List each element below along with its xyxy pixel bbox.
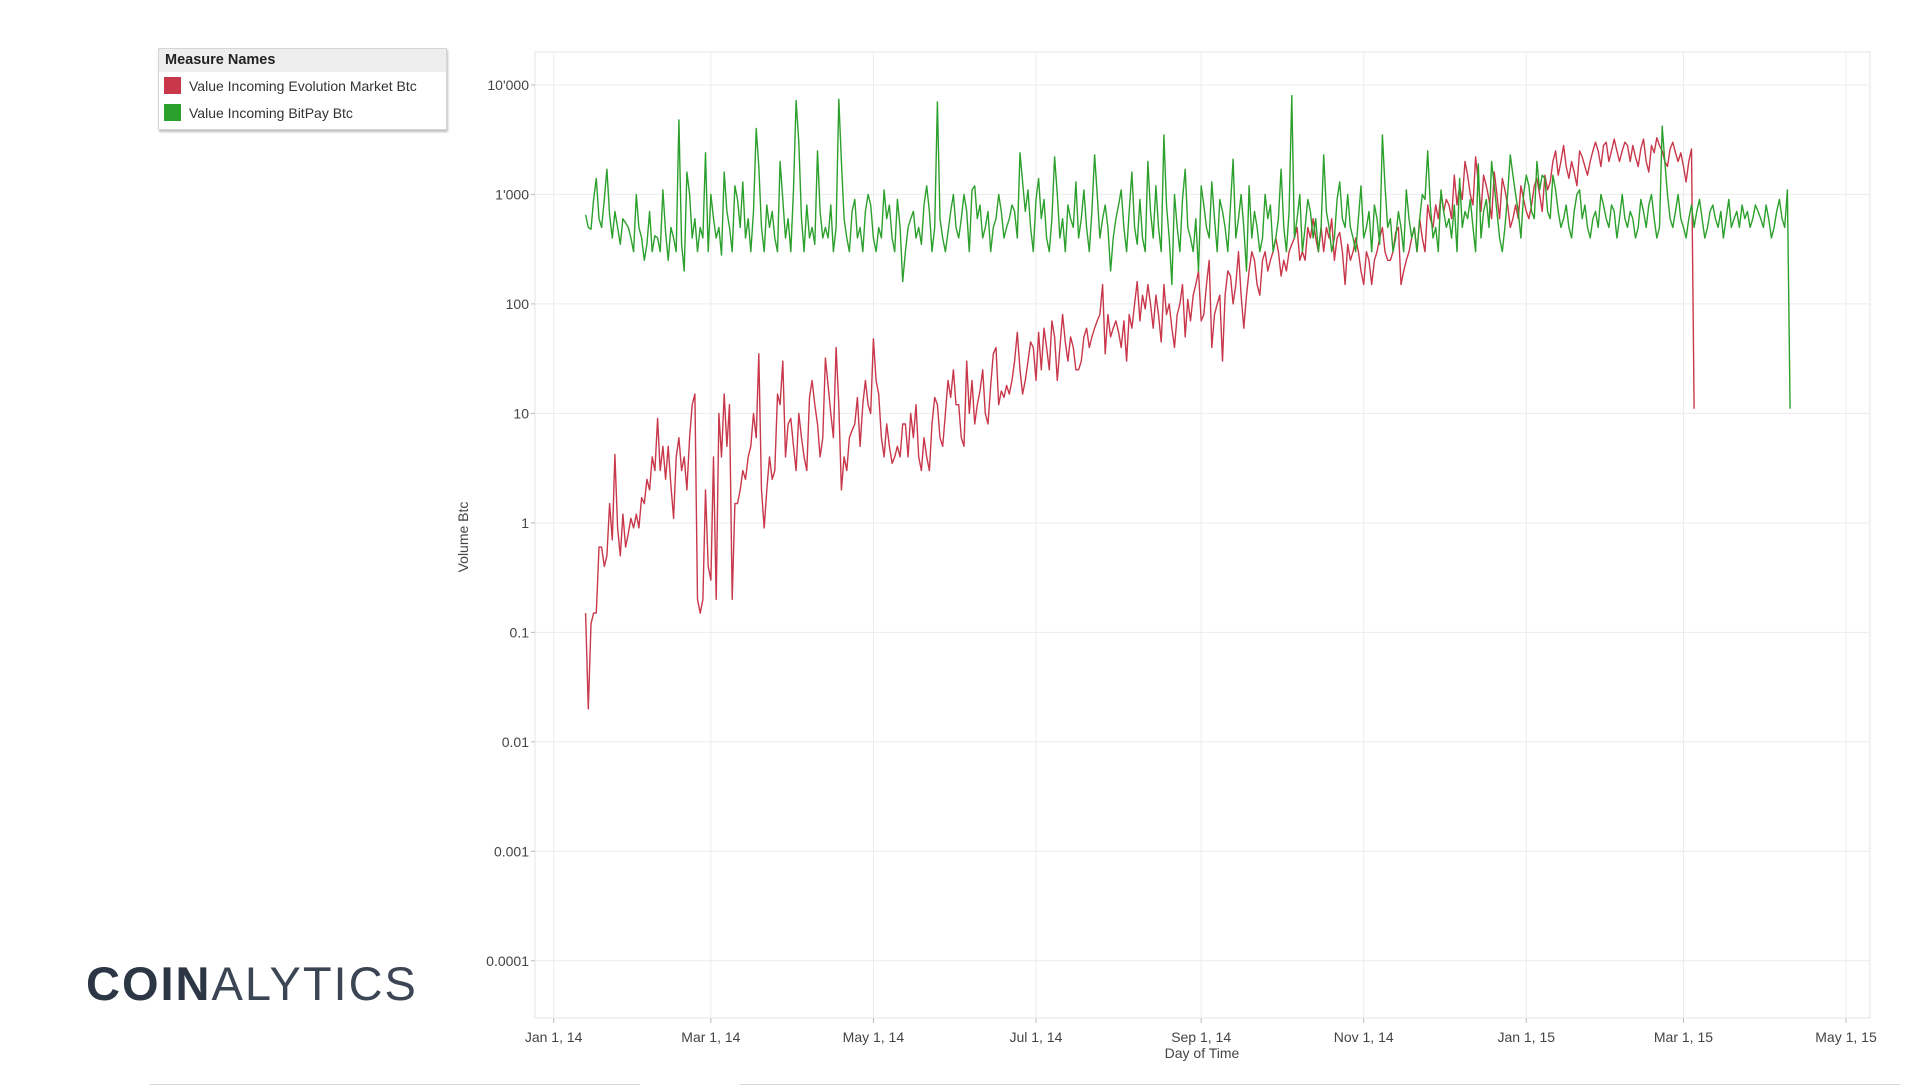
legend-swatch-bitpay (164, 104, 181, 121)
series-line-evolution (584, 136, 1695, 710)
logo-part-alytics: ALYTICS (211, 957, 418, 1010)
y-tick-label: 0.0001 (486, 953, 529, 969)
y-axis-title: Volume Btc (455, 502, 471, 573)
y-tick-label: 10 (513, 405, 529, 421)
series-line-bitpay (584, 94, 1791, 409)
legend-item-bitpay[interactable]: Value Incoming BitPay Btc (159, 99, 446, 126)
y-tick-label: 1 (521, 515, 529, 531)
x-tick-label: Mar 1, 15 (1654, 1029, 1713, 1045)
y-tick-label: 10'000 (487, 77, 529, 93)
x-tick-label: Jul 1, 14 (1009, 1029, 1062, 1045)
x-axis-title: Day of Time (1165, 1045, 1240, 1061)
legend-swatch-evolution (164, 77, 181, 94)
x-tick-label: May 1, 15 (1815, 1029, 1877, 1045)
y-axis-ticks: 10'000 1'000 100 10 1 0.1 0.01 0.001 0.0001 (486, 77, 535, 969)
coinalytics-logo: COINALYTICS (86, 960, 418, 1007)
y-tick-label: 0.1 (510, 624, 530, 640)
x-tick-label: Nov 1, 14 (1334, 1029, 1394, 1045)
x-axis-ticks: Jan 1, 14 Mar 1, 14 May 1, 14 Jul 1, 14 Sep … (525, 1018, 1877, 1045)
legend-label-evolution: Value Incoming Evolution Market Btc (189, 77, 417, 94)
y-tick-label: 0.01 (502, 734, 529, 750)
gridlines (535, 52, 1870, 1018)
x-tick-label: Mar 1, 14 (681, 1029, 740, 1045)
x-tick-label: May 1, 14 (843, 1029, 905, 1045)
legend-item-evolution[interactable]: Value Incoming Evolution Market Btc (159, 72, 446, 99)
legend-title: Measure Names (159, 49, 446, 72)
series-lines (584, 94, 1791, 710)
y-tick-label: 1'000 (495, 186, 529, 202)
x-tick-label: Sep 1, 14 (1171, 1029, 1231, 1045)
x-tick-label: Jan 1, 14 (525, 1029, 583, 1045)
logo-part-coin: COIN (86, 957, 212, 1010)
x-tick-label: Jan 1, 15 (1497, 1029, 1555, 1045)
y-tick-label: 100 (506, 296, 530, 312)
y-tick-label: 0.001 (494, 843, 529, 859)
legend-label-bitpay: Value Incoming BitPay Btc (189, 104, 353, 121)
legend: Measure Names Value Incoming Evolution M… (158, 48, 447, 130)
